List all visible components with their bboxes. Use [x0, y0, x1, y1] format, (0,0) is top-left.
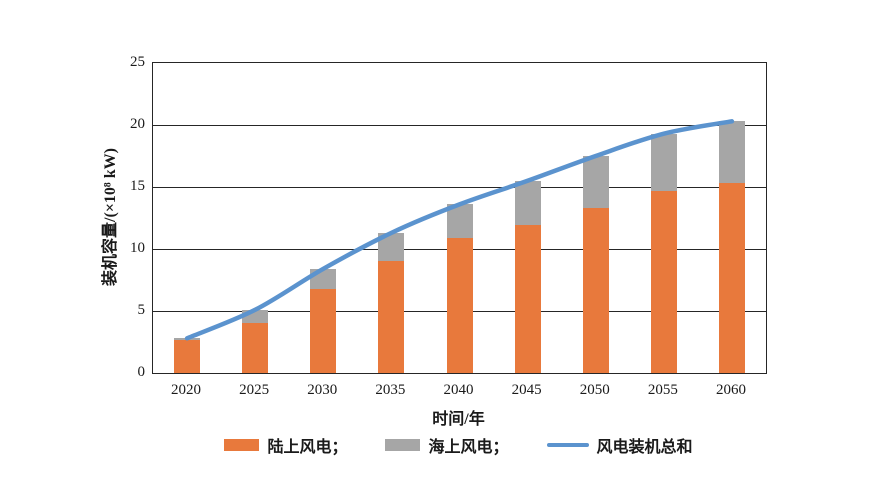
y-tick-label-0: 0: [137, 364, 146, 380]
bar-stack-2050: [582, 156, 609, 373]
gridline-y-15: [153, 187, 766, 188]
y-axis-title: 装机容量/(×10⁸ kW): [102, 148, 119, 286]
total-line-layer: [184, 119, 735, 341]
x-tick-label-2035: 2035: [375, 382, 406, 398]
bar-segment-陆上风电-2030: [310, 288, 337, 373]
x-tick-label-2050: 2050: [579, 382, 610, 398]
bar-segment-海上风电-2045: [514, 180, 541, 226]
bar-segment-陆上风电-2035: [378, 261, 405, 373]
x-tick-label-2040: 2040: [443, 382, 474, 398]
y-tick-label-25: 25: [130, 54, 145, 70]
bar-stack-2060: [718, 121, 745, 373]
x-tick-label-2055: 2055: [647, 382, 678, 398]
bar-segment-陆上风电-2045: [514, 225, 541, 373]
bar-segment-海上风电-2060: [718, 121, 745, 184]
x-tick-label-2030: 2030: [307, 382, 338, 398]
x-tick-label-2020: 2020: [171, 382, 202, 398]
x-axis-title: 时间/年: [432, 411, 485, 428]
bar-stack-2025: [242, 309, 269, 373]
plot-area: [152, 62, 767, 374]
x-tick-label-2060: 2060: [715, 382, 746, 398]
bar-stack-2055: [650, 133, 677, 373]
bar-segment-陆上风电-2055: [650, 190, 677, 373]
bar-segment-陆上风电-2050: [582, 208, 609, 373]
legend-item-1: 海上风电；: [385, 433, 509, 457]
total-line-风电装机总和: [184, 119, 735, 341]
chart-legend: 陆上风电； 海上风电； 风电装机总和: [152, 433, 765, 457]
legend-item-2: 风电装机总和: [546, 433, 693, 457]
bar-segment-陆上风电-2060: [718, 183, 745, 373]
legend-item-0: 陆上风电；: [224, 433, 347, 457]
x-tick-label-2045: 2045: [511, 382, 542, 398]
y-tick-label-10: 10: [130, 240, 145, 256]
bar-stack-2045: [514, 180, 541, 373]
legend-bar-swatch-icon: [224, 439, 260, 451]
y-tick-label-15: 15: [130, 178, 145, 194]
legend-bar-swatch-icon: [385, 439, 421, 451]
gridline-y-20: [153, 125, 766, 126]
legend-label: 陆上风电；: [267, 439, 348, 456]
bar-segment-陆上风电-2020: [174, 339, 201, 373]
bar-segment-海上风电-2055: [650, 133, 677, 191]
bar-stack-2035: [378, 232, 405, 373]
bar-segment-海上风电-2050: [582, 156, 609, 209]
y-tick-label-20: 20: [130, 116, 145, 132]
legend-label: 海上风电；: [428, 439, 509, 456]
bar-segment-陆上风电-2040: [446, 237, 473, 373]
y-tick-label-5: 5: [137, 302, 146, 318]
legend-label: 风电装机总和: [596, 439, 693, 456]
bar-segment-陆上风电-2025: [242, 323, 269, 373]
x-tick-label-2025: 2025: [239, 382, 270, 398]
legend-line-swatch-icon: [546, 443, 589, 447]
